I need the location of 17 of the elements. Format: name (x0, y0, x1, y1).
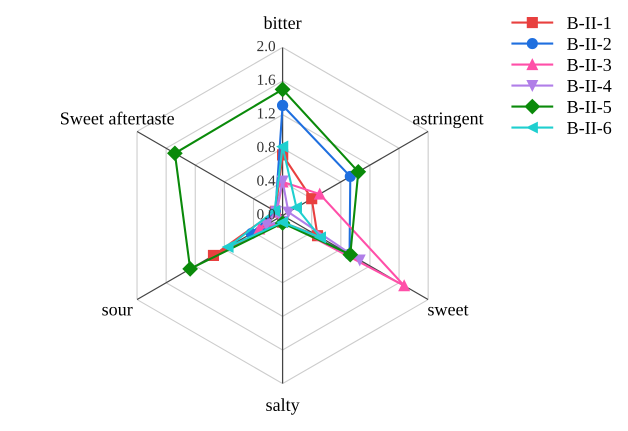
spoke-label: salty (266, 398, 300, 415)
legend-label: B-II-6 (567, 122, 612, 134)
y-tick-label: 1.6 (258, 74, 276, 85)
y-tick-label: 0.4 (257, 175, 276, 186)
spoke-label: Sweet aftertaste (60, 112, 174, 125)
spoke-label: astringent (413, 112, 484, 128)
legend-label: B-II-4 (567, 80, 612, 92)
y-tick-label: 1.2 (258, 108, 275, 119)
y-tick-label: 0.8 (257, 142, 276, 152)
legend-label: B-II-5 (567, 101, 612, 114)
spoke-label: sour (102, 306, 133, 316)
spoke-label: bitter (264, 16, 302, 30)
legend-label: B-II-2 (567, 38, 611, 50)
spoke-label: sweet (428, 305, 468, 316)
legend-label: B-II-1 (567, 16, 611, 29)
legend-label: B-II-3 (567, 58, 612, 72)
y-tick-label: 2.0 (257, 40, 276, 52)
